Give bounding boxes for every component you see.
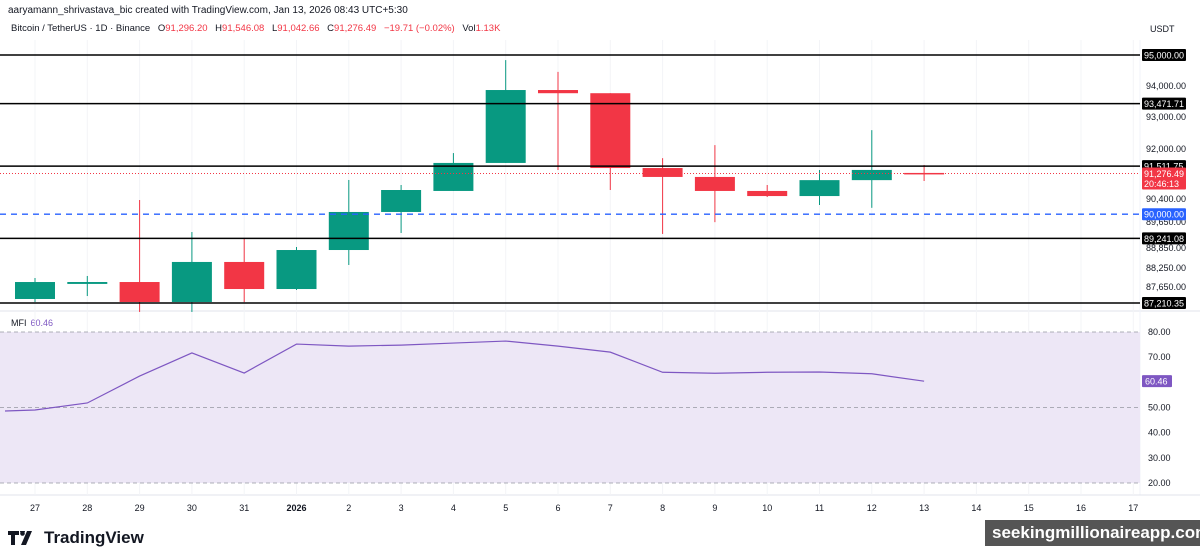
high-label: H xyxy=(215,23,223,34)
x-tick-label: 30 xyxy=(187,503,197,513)
mfi-label: MFI xyxy=(11,318,27,328)
tradingview-brand: TradingView xyxy=(44,528,144,547)
x-tick-label: 8 xyxy=(660,503,665,513)
tradingview-logo: TradingView xyxy=(8,528,144,548)
level-label-bg xyxy=(1142,297,1186,310)
candle-body xyxy=(381,190,422,212)
last-price-label: 91,276.49 xyxy=(1144,169,1184,179)
change-value: −19.71 (−0.02%) xyxy=(383,23,455,34)
x-tick-label: 3 xyxy=(399,503,404,513)
x-tick-label: 7 xyxy=(608,503,613,513)
x-tick-label: 17 xyxy=(1128,503,1138,513)
x-tick-label: 15 xyxy=(1024,503,1034,513)
x-tick-label: 14 xyxy=(971,503,981,513)
x-tick-label: 4 xyxy=(451,503,456,513)
volume-value: 1.13K xyxy=(475,23,501,34)
y-tick-label: 87,650.00 xyxy=(1146,282,1186,292)
countdown-label: 20:46:13 xyxy=(1144,179,1179,189)
level-label: 91,511.75 xyxy=(1144,162,1183,172)
y-tick-label: 94,000.00 xyxy=(1146,81,1186,91)
x-tick-label: 9 xyxy=(712,503,717,513)
close-label: C xyxy=(327,23,335,34)
candle-body xyxy=(485,90,526,163)
mfi-value: 60.46 xyxy=(30,318,54,328)
mfi-value-label-bg xyxy=(1142,375,1172,388)
symbol-legend: Bitcoin / TetherUS · 1D · Binance O91,29… xyxy=(11,23,500,34)
x-tick-label: 11 xyxy=(815,503,824,513)
last-price-label-bg xyxy=(1142,167,1186,190)
low-label: L xyxy=(271,23,278,34)
candle-body xyxy=(67,282,108,284)
x-tick-label: 10 xyxy=(762,503,772,513)
candle-body xyxy=(799,180,840,197)
mfi-legend: MFI 60.46 xyxy=(11,318,53,328)
candle-body xyxy=(328,211,369,251)
candle-body xyxy=(642,168,683,177)
candle-body xyxy=(538,90,578,94)
candle-body xyxy=(851,169,892,181)
mfi-y-tick-label: 70.00 xyxy=(1148,352,1171,362)
x-tick-label: 28 xyxy=(82,503,92,513)
x-tick-label: 16 xyxy=(1076,503,1086,513)
level-label-bg xyxy=(1142,97,1186,110)
mfi-value-label: 60.46 xyxy=(1145,377,1168,387)
candle-body xyxy=(694,176,735,191)
x-tick-label: 13 xyxy=(919,503,929,513)
mfi-y-tick-label: 20.00 xyxy=(1148,478,1171,488)
candle-body xyxy=(119,282,160,302)
chart-credit: aaryamann_shrivastava_bic created with T… xyxy=(8,5,408,16)
x-tick-label: 5 xyxy=(503,503,508,513)
candle-body xyxy=(15,282,55,299)
x-tick-label: 27 xyxy=(30,503,40,513)
volume-label: Vol xyxy=(462,23,476,34)
y-tick-label: 88,250.00 xyxy=(1146,263,1186,273)
mfi-y-tick-label: 30.00 xyxy=(1148,453,1171,463)
candle-body xyxy=(433,162,474,191)
tradingview-logo-icon xyxy=(8,531,32,545)
watermark: seekingmillionaireapp.com xyxy=(985,520,1200,546)
high-value: 91,546.08 xyxy=(222,23,265,34)
level-label: 87,210.35 xyxy=(1144,299,1184,309)
candle-body xyxy=(276,250,317,290)
y-tick-label: 90,400.00 xyxy=(1146,194,1186,204)
y-tick-label: 88,850.00 xyxy=(1146,243,1186,253)
level-label: 90,000.00 xyxy=(1144,210,1184,220)
chart-canvas[interactable]: 27 28 29 30 31 2026 2 3 4 5 6 7 8 9 10 11 12 13 14 15 16 17 94… xyxy=(0,0,1200,520)
x-tick-label: 29 xyxy=(135,503,145,513)
mfi-y-tick-label: 50.00 xyxy=(1148,403,1171,413)
open-label: O xyxy=(157,23,166,34)
mfi-y-tick-label: 80.00 xyxy=(1148,327,1171,337)
level-label-bg xyxy=(1142,208,1186,221)
candle-body xyxy=(747,190,788,197)
y-tick-label: 92,000.00 xyxy=(1146,144,1186,154)
y-tick-label: 93,000.00 xyxy=(1146,112,1186,122)
level-label: 93,471.71 xyxy=(1144,99,1184,109)
level-label: 89,241.08 xyxy=(1144,234,1184,244)
mfi-line xyxy=(4,340,925,412)
level-label: 95,000.00 xyxy=(1144,51,1184,61)
x-tick-label: 12 xyxy=(867,503,877,513)
level-label-bg xyxy=(1142,232,1186,245)
close-value: 91,276.49 xyxy=(334,23,377,34)
x-tick-label: 2 xyxy=(346,503,351,513)
x-tick-label: 6 xyxy=(555,503,560,513)
candle-body xyxy=(590,93,631,169)
x-tick-label: 31 xyxy=(239,503,249,513)
open-value: 91,296.20 xyxy=(165,23,208,34)
candle-body xyxy=(171,261,212,302)
symbol-name[interactable]: Bitcoin / TetherUS · 1D · Binance xyxy=(11,23,151,34)
low-value: 91,042.66 xyxy=(277,23,320,34)
candle-body xyxy=(224,261,265,290)
y-tick-label: 89,650.00 xyxy=(1146,217,1186,227)
currency-label[interactable]: USDT xyxy=(1150,24,1175,34)
level-label-bg xyxy=(1142,49,1186,61)
mfi-y-tick-label: 40.00 xyxy=(1148,428,1171,438)
x-tick-label: 2026 xyxy=(286,503,306,513)
